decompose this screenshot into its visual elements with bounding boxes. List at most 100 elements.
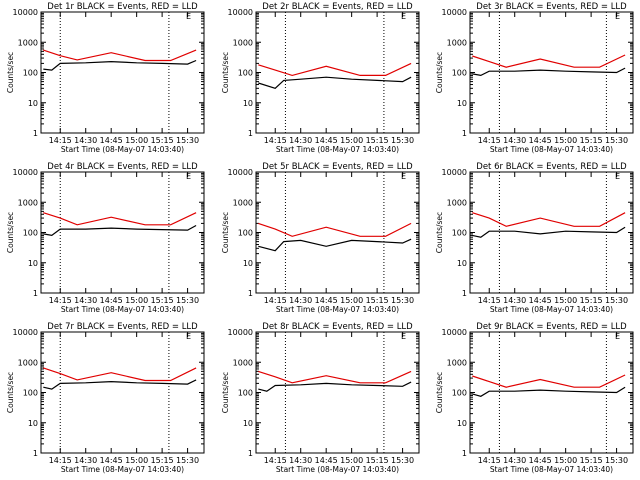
x-tick-label: 14:15 <box>264 136 287 145</box>
lld-rate-line <box>472 54 626 68</box>
x-tick-label: 15:00 <box>554 136 577 145</box>
x-tick-label: 14:45 <box>315 296 338 305</box>
panel-title: Det 8r BLACK = Events, RED = LLD <box>262 322 413 332</box>
corner-mark: E <box>401 12 406 21</box>
y-tick-label: 10000 <box>228 168 253 177</box>
y-tick-label: 100 <box>238 229 253 238</box>
x-tick-label: 14:30 <box>503 136 526 145</box>
x-tick-label: 15:00 <box>340 296 363 305</box>
event-rate-line <box>472 67 626 77</box>
y-axis-label: Counts/sec <box>221 212 230 253</box>
y-tick-label: 1 <box>462 129 467 138</box>
x-tick-label: 15:00 <box>340 136 363 145</box>
x-axis-label: Start Time (08-May-07 14:03:40) <box>61 145 184 154</box>
y-tick-label: 1000 <box>447 198 467 207</box>
y-tick-label: 1 <box>248 129 253 138</box>
lld-rate-line <box>258 370 412 384</box>
x-tick-label: 15:15 <box>580 456 603 465</box>
y-tick-label: 1000 <box>18 358 38 367</box>
x-tick-label: 15:30 <box>605 296 628 305</box>
event-rate-line <box>43 379 197 390</box>
x-tick-label: 15:15 <box>580 136 603 145</box>
x-tick-label: 14:45 <box>529 296 552 305</box>
y-tick-label: 100 <box>238 69 253 78</box>
y-tick-label: 1000 <box>18 38 38 47</box>
x-tick-label: 14:45 <box>100 456 123 465</box>
x-tick-label: 15:15 <box>366 296 389 305</box>
panel-title: Det 6r BLACK = Events, RED = LLD <box>476 162 627 172</box>
corner-mark: E <box>615 332 620 341</box>
y-tick-label: 10 <box>28 259 38 268</box>
y-tick-label: 1 <box>248 289 253 298</box>
y-axis-label: Counts/sec <box>221 52 230 93</box>
y-tick-label: 1 <box>33 289 38 298</box>
x-axis-label: Start Time (08-May-07 14:03:40) <box>490 145 613 154</box>
y-axis-label: Counts/sec <box>6 212 15 253</box>
x-tick-label: 15:30 <box>176 296 199 305</box>
y-tick-label: 1 <box>248 449 253 458</box>
y-tick-label: 1000 <box>18 198 38 207</box>
x-tick-label: 14:30 <box>289 296 312 305</box>
x-tick-label: 15:00 <box>554 296 577 305</box>
y-tick-label: 100 <box>452 389 467 398</box>
y-axis-label: Counts/sec <box>435 372 444 413</box>
y-axis-label: Counts/sec <box>6 52 15 93</box>
y-tick-label: 10000 <box>228 8 253 17</box>
x-axis-label: Start Time (08-May-07 14:03:40) <box>276 305 399 314</box>
plot-frame <box>40 171 205 294</box>
x-tick-label: 15:15 <box>580 296 603 305</box>
y-tick-label: 10000 <box>13 168 38 177</box>
y-axis-label: Counts/sec <box>6 372 15 413</box>
plot-frame <box>255 171 420 294</box>
x-tick-label: 15:15 <box>151 136 174 145</box>
x-tick-label: 14:30 <box>289 136 312 145</box>
x-tick-label: 14:45 <box>100 296 123 305</box>
panel-title: Det 5r BLACK = Events, RED = LLD <box>262 162 413 172</box>
x-tick-label: 15:30 <box>176 456 199 465</box>
x-tick-label: 14:30 <box>74 136 97 145</box>
event-rate-line <box>472 226 626 238</box>
plot-frame <box>255 331 420 454</box>
x-tick-label: 14:15 <box>478 136 501 145</box>
corner-mark: E <box>615 12 620 21</box>
y-axis-label: Counts/sec <box>221 372 230 413</box>
y-tick-label: 1000 <box>233 38 253 47</box>
y-tick-label: 1000 <box>447 38 467 47</box>
panel-title: Det 3r BLACK = Events, RED = LLD <box>476 2 627 12</box>
x-axis-label: Start Time (08-May-07 14:03:40) <box>61 305 184 314</box>
x-tick-label: 14:45 <box>529 456 552 465</box>
x-tick-label: 14:15 <box>49 136 72 145</box>
y-tick-label: 10 <box>28 99 38 108</box>
panel-title: Det 4r BLACK = Events, RED = LLD <box>47 162 198 172</box>
y-tick-label: 10 <box>28 419 38 428</box>
x-tick-label: 14:15 <box>49 456 72 465</box>
y-tick-label: 100 <box>23 229 38 238</box>
x-tick-label: 15:30 <box>605 456 628 465</box>
y-tick-label: 10000 <box>442 8 467 17</box>
y-tick-label: 100 <box>452 69 467 78</box>
x-tick-label: 15:00 <box>340 456 363 465</box>
plot-frame <box>40 331 205 454</box>
y-tick-label: 10 <box>457 259 467 268</box>
y-tick-label: 1000 <box>447 358 467 367</box>
y-tick-label: 100 <box>452 229 467 238</box>
x-tick-label: 15:15 <box>151 296 174 305</box>
x-tick-label: 14:45 <box>100 136 123 145</box>
y-axis-label: Counts/sec <box>435 52 444 93</box>
x-tick-label: 15:30 <box>391 456 414 465</box>
y-tick-label: 10 <box>243 259 253 268</box>
x-axis-label: Start Time (08-May-07 14:03:40) <box>276 465 399 474</box>
y-tick-label: 1 <box>33 449 38 458</box>
y-tick-label: 10 <box>243 419 253 428</box>
panel-title: Det 9r BLACK = Events, RED = LLD <box>476 322 627 332</box>
corner-mark: E <box>186 12 191 21</box>
x-tick-label: 15:00 <box>125 136 148 145</box>
panel-title: Det 1r BLACK = Events, RED = LLD <box>47 2 198 12</box>
lld-rate-line <box>258 62 412 77</box>
y-tick-label: 10000 <box>442 328 467 337</box>
